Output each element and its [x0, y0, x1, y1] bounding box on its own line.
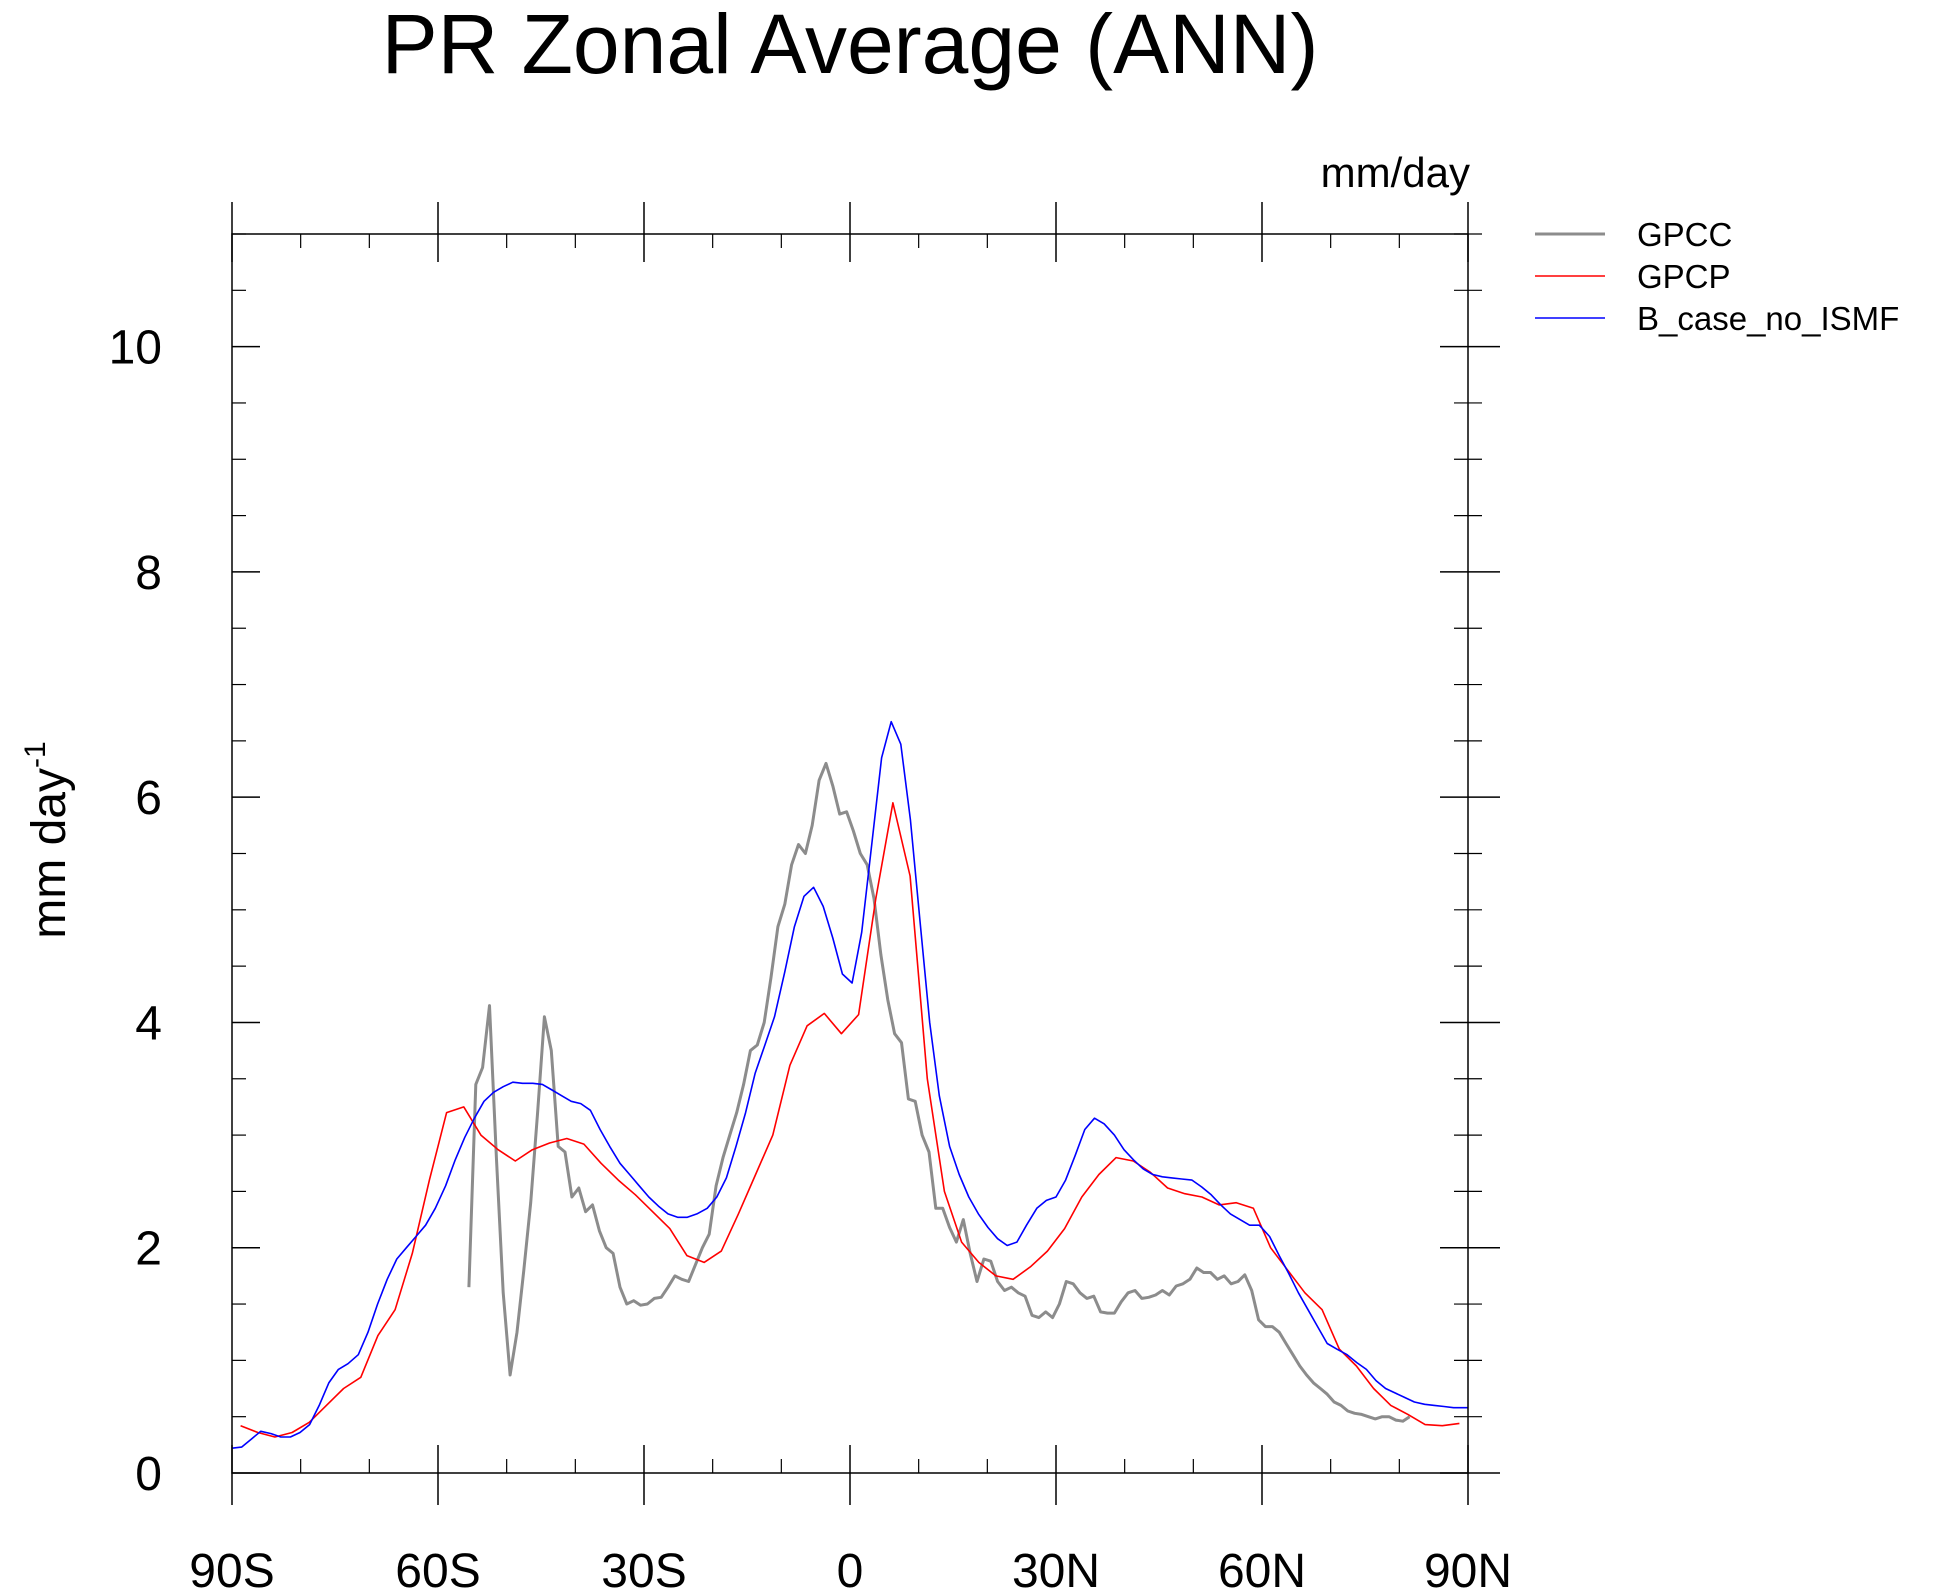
- x-tick-label: 60S: [395, 1545, 480, 1595]
- plot-frame: [231, 233, 1469, 1474]
- x-tick-label: 30N: [1012, 1545, 1100, 1595]
- series-line-gpcc: [467, 761, 1411, 1423]
- x-axis-tick-labels: 90S 60S 30S 0 30N 60N 90N: [189, 1545, 1512, 1595]
- series-layer: [231, 720, 1468, 1449]
- y-tick-label: 4: [135, 997, 162, 1050]
- y-axis-tick-labels: 0 2 4 6 8 10: [109, 322, 162, 1501]
- y-tick-label: 8: [135, 547, 162, 600]
- x-tick-label: 60N: [1218, 1545, 1306, 1595]
- chart-title: PR Zonal Average (ANN): [382, 0, 1319, 91]
- y-tick-label: 2: [135, 1223, 162, 1276]
- y-tick-label: 0: [135, 1448, 162, 1501]
- legend-label: B_case_no_ISMF: [1637, 300, 1899, 337]
- legend-label: GPCC: [1637, 216, 1732, 253]
- x-tick-label: 0: [837, 1545, 864, 1595]
- y-tick-label: 10: [109, 322, 162, 375]
- series-line-gpcp: [240, 802, 1460, 1438]
- x-axis-ticks: [231, 202, 1469, 1505]
- x-tick-label: 30S: [601, 1545, 686, 1595]
- y-axis-ticks: [232, 233, 1500, 1474]
- legend: GPCC GPCP B_case_no_ISMF: [1535, 216, 1899, 337]
- x-tick-label: 90N: [1424, 1545, 1512, 1595]
- units-label: mm/day: [1321, 149, 1470, 196]
- y-axis-label-superscript: -1: [19, 741, 52, 768]
- y-axis-label: mm day-1: [19, 741, 76, 938]
- series-line-b-case-no-ismf: [231, 720, 1468, 1449]
- y-axis-label-text: mm day: [23, 768, 76, 939]
- legend-label: GPCP: [1637, 258, 1731, 295]
- y-tick-label: 6: [135, 772, 162, 825]
- x-tick-label: 90S: [189, 1545, 274, 1595]
